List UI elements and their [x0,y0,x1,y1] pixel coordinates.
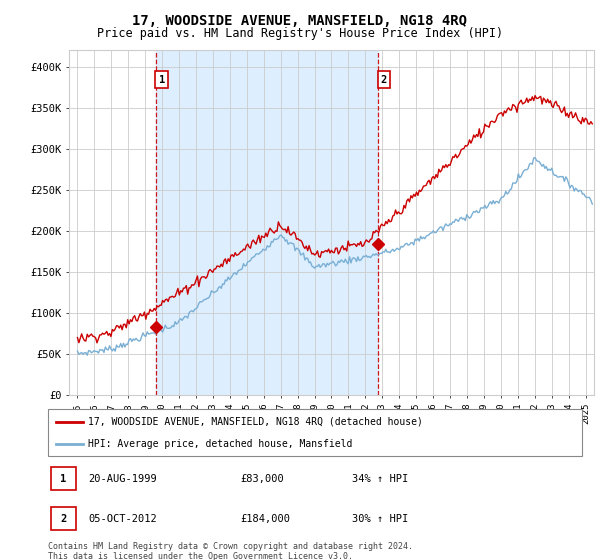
Text: 20-AUG-1999: 20-AUG-1999 [88,474,157,484]
FancyBboxPatch shape [50,507,76,530]
Text: Contains HM Land Registry data © Crown copyright and database right 2024.
This d: Contains HM Land Registry data © Crown c… [48,542,413,560]
FancyBboxPatch shape [50,467,76,490]
Text: 17, WOODSIDE AVENUE, MANSFIELD, NG18 4RQ: 17, WOODSIDE AVENUE, MANSFIELD, NG18 4RQ [133,14,467,28]
Bar [156,50,378,395]
Text: £184,000: £184,000 [240,514,290,524]
Text: 05-OCT-2012: 05-OCT-2012 [88,514,157,524]
Text: 1: 1 [158,74,165,85]
Text: 1: 1 [61,474,67,484]
Text: 30% ↑ HPI: 30% ↑ HPI [352,514,409,524]
Text: 2: 2 [381,74,387,85]
FancyBboxPatch shape [48,409,582,456]
Text: 17, WOODSIDE AVENUE, MANSFIELD, NG18 4RQ (detached house): 17, WOODSIDE AVENUE, MANSFIELD, NG18 4RQ… [88,417,423,427]
Text: £83,000: £83,000 [240,474,284,484]
Text: Price paid vs. HM Land Registry's House Price Index (HPI): Price paid vs. HM Land Registry's House … [97,27,503,40]
Text: 2: 2 [61,514,67,524]
Text: 34% ↑ HPI: 34% ↑ HPI [352,474,409,484]
Text: HPI: Average price, detached house, Mansfield: HPI: Average price, detached house, Mans… [88,438,352,449]
